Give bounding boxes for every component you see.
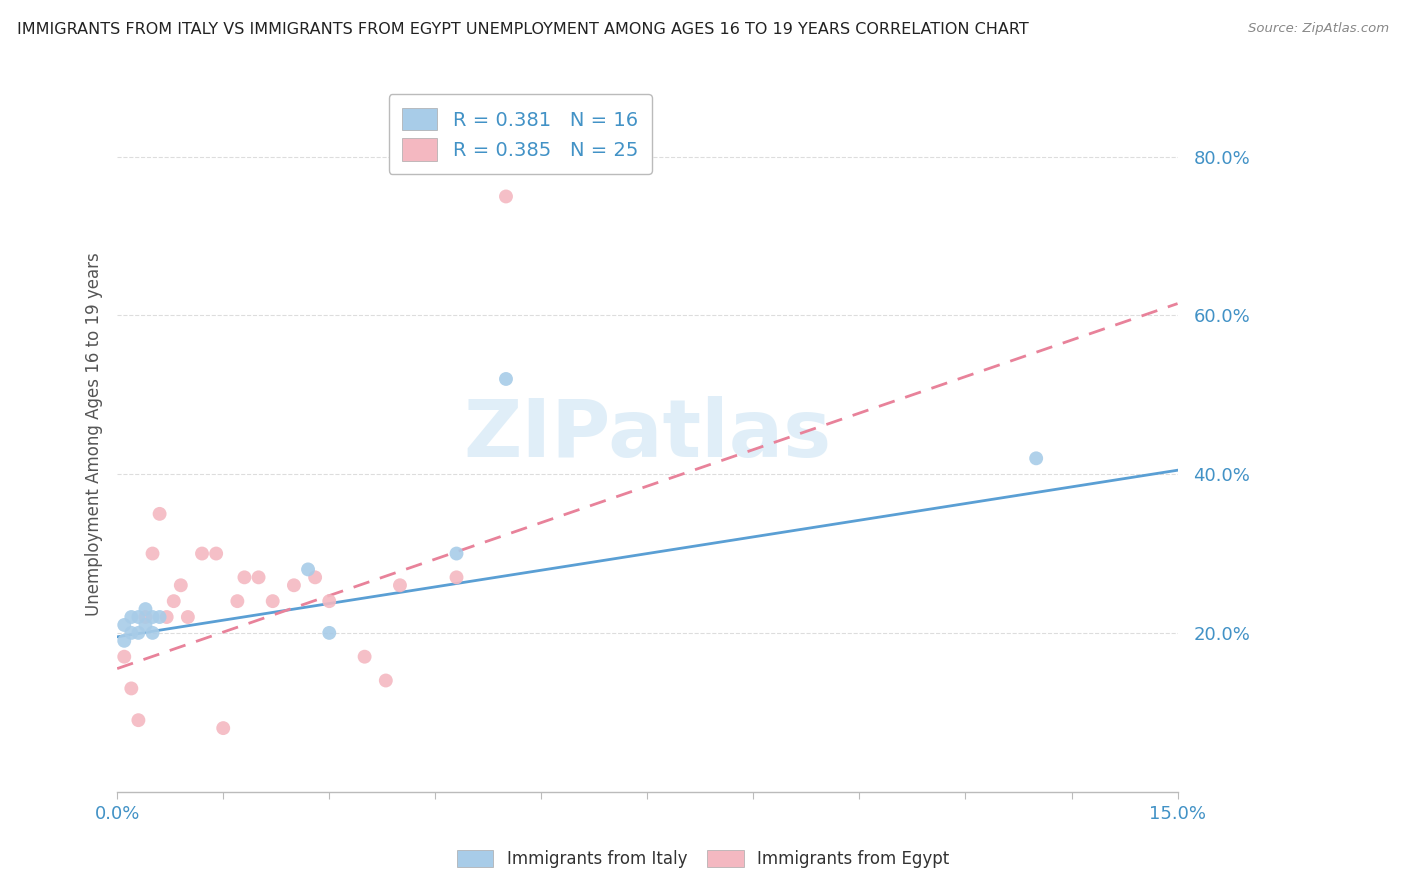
Point bbox=[112, 649, 135, 664]
Point bbox=[205, 547, 228, 561]
Point bbox=[233, 570, 256, 584]
Point bbox=[297, 562, 319, 576]
Point bbox=[247, 570, 270, 584]
Point bbox=[134, 610, 156, 624]
Point bbox=[112, 633, 135, 648]
Point bbox=[163, 594, 186, 608]
Text: IMMIGRANTS FROM ITALY VS IMMIGRANTS FROM EGYPT UNEMPLOYMENT AMONG AGES 16 TO 19 : IMMIGRANTS FROM ITALY VS IMMIGRANTS FROM… bbox=[17, 22, 1029, 37]
Point bbox=[353, 649, 375, 664]
Point bbox=[446, 547, 468, 561]
Point bbox=[112, 618, 135, 632]
Point bbox=[127, 610, 149, 624]
Point bbox=[495, 189, 517, 203]
Text: ZIPatlas: ZIPatlas bbox=[463, 395, 831, 474]
Text: Source: ZipAtlas.com: Source: ZipAtlas.com bbox=[1249, 22, 1389, 36]
Point bbox=[149, 507, 172, 521]
Point bbox=[446, 570, 468, 584]
Point bbox=[226, 594, 249, 608]
Point bbox=[304, 570, 326, 584]
Point bbox=[318, 594, 340, 608]
Point bbox=[134, 602, 156, 616]
Point bbox=[141, 626, 163, 640]
Point bbox=[212, 721, 235, 735]
Point bbox=[120, 681, 142, 696]
Point bbox=[120, 626, 142, 640]
Point bbox=[177, 610, 200, 624]
Point bbox=[262, 594, 284, 608]
Point bbox=[127, 713, 149, 727]
Point bbox=[374, 673, 396, 688]
Point bbox=[141, 547, 163, 561]
Point bbox=[156, 610, 179, 624]
Legend: R = 0.381   N = 16, R = 0.385   N = 25: R = 0.381 N = 16, R = 0.385 N = 25 bbox=[388, 95, 652, 174]
Y-axis label: Unemployment Among Ages 16 to 19 years: Unemployment Among Ages 16 to 19 years bbox=[86, 252, 103, 616]
Point bbox=[388, 578, 411, 592]
Point bbox=[170, 578, 193, 592]
Point bbox=[283, 578, 305, 592]
Point bbox=[495, 372, 517, 386]
Point bbox=[149, 610, 172, 624]
Point bbox=[127, 626, 149, 640]
Point bbox=[141, 610, 163, 624]
Legend: Immigrants from Italy, Immigrants from Egypt: Immigrants from Italy, Immigrants from E… bbox=[450, 843, 956, 875]
Point bbox=[120, 610, 142, 624]
Point bbox=[318, 626, 340, 640]
Point bbox=[134, 618, 156, 632]
Point bbox=[191, 547, 214, 561]
Point bbox=[1025, 451, 1047, 466]
